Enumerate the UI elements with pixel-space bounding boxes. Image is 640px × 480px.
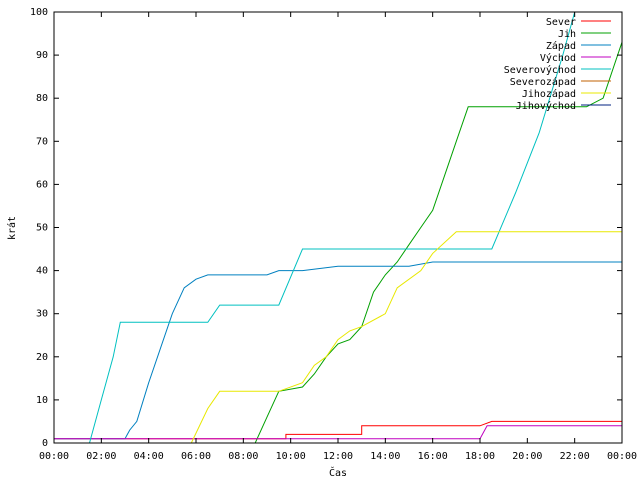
x-tick-label: 16:00 <box>418 451 448 462</box>
series-line-7 <box>54 231 622 443</box>
series-line-1 <box>54 420 622 440</box>
legend-label: Jih <box>558 29 576 40</box>
y-tick-label: 50 <box>36 223 48 234</box>
x-tick-label: 20:00 <box>512 451 542 462</box>
legend: SeverJihZápadVýchodSeverovýchodSeverozáp… <box>504 17 611 112</box>
y-tick-label: 0 <box>42 438 48 449</box>
legend-label: Severozápad <box>510 76 576 88</box>
legend-label: Jihozápad <box>522 88 576 100</box>
x-tick-label: 00:00 <box>607 451 637 462</box>
ticks-layer: 0 10 20 30 40 50 60 70 80 90 100 00:00 02:00 04:00 06:… <box>30 7 637 462</box>
y-tick-label: 10 <box>36 395 48 406</box>
series-line-3 <box>54 261 622 440</box>
x-tick-label: 02:00 <box>86 451 116 462</box>
x-tick-label: 18:00 <box>465 451 495 462</box>
y-tick-label: 20 <box>36 352 48 363</box>
y-axis-title: krát <box>6 216 18 240</box>
series-line-2 <box>54 42 622 443</box>
series-line-5 <box>54 12 576 443</box>
y-tick-label: 100 <box>30 7 48 18</box>
x-tick-label: 12:00 <box>323 451 353 462</box>
legend-label: Východ <box>540 52 576 64</box>
legend-label: Sever <box>546 17 576 28</box>
x-tick-label: 14:00 <box>370 451 400 462</box>
y-tick-label: 80 <box>36 93 48 104</box>
legend-label: Severovýchod <box>504 64 576 76</box>
x-tick-label: 00:00 <box>39 451 69 462</box>
y-tick-label: 90 <box>36 50 48 61</box>
x-axis-title: Čas <box>329 466 347 479</box>
x-tick-label: 06:00 <box>181 451 211 462</box>
y-tick-label: 70 <box>36 136 48 147</box>
y-tick-label: 40 <box>36 266 48 277</box>
y-tick-label: 60 <box>36 179 48 190</box>
x-tick-label: 10:00 <box>276 451 306 462</box>
x-tick-label: 08:00 <box>228 451 258 462</box>
y-tick-label: 30 <box>36 309 48 320</box>
legend-label: Jihovýchod <box>516 100 576 112</box>
legend-label: Západ <box>546 40 576 52</box>
x-tick-label: 04:00 <box>134 451 164 462</box>
x-tick-label: 22:00 <box>560 451 590 462</box>
